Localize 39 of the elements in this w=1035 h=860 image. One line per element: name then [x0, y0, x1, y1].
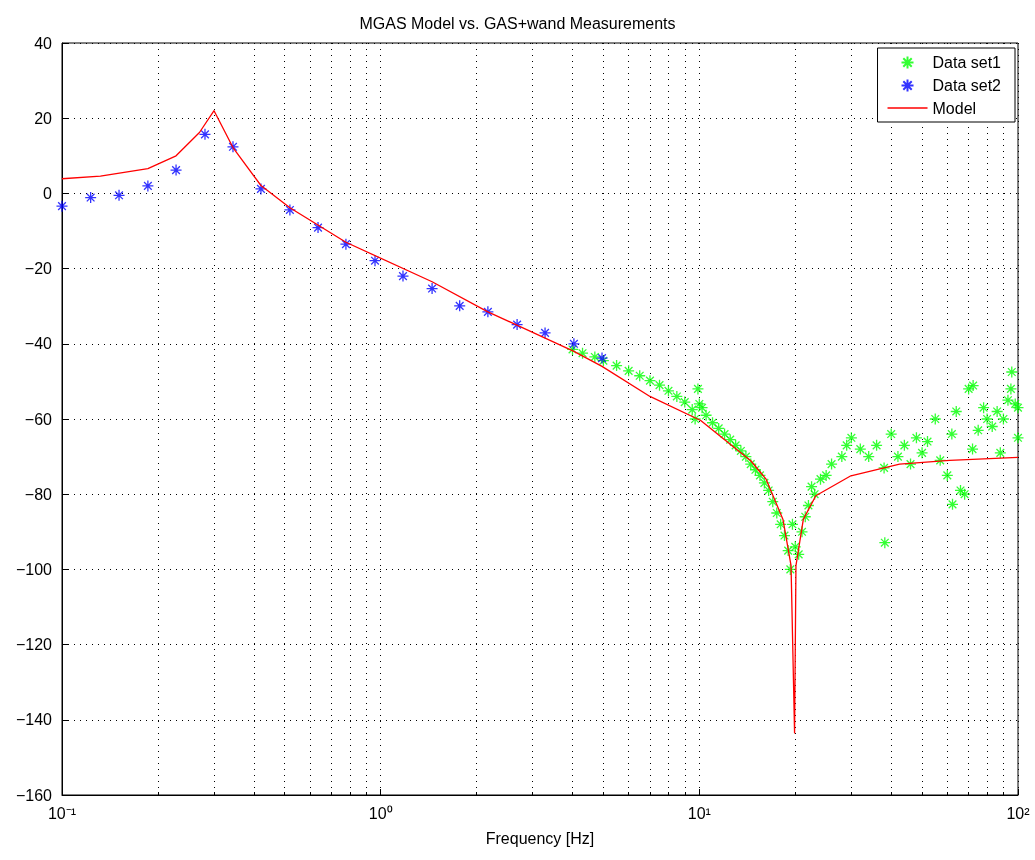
point — [112, 189, 126, 202]
point — [226, 140, 240, 153]
y-tick-label: −80 — [24, 485, 53, 503]
point — [368, 254, 382, 267]
point — [84, 191, 97, 204]
y-tick-label: −120 — [15, 636, 53, 654]
x-tick-label: 10¹ — [687, 804, 711, 822]
x-tick-label: 10⁰ — [368, 804, 393, 822]
point — [55, 200, 69, 213]
chart-title: MGAS Model vs. GAS+wand Measurements — [359, 14, 676, 32]
y-tick-label: −160 — [15, 786, 53, 804]
point — [425, 282, 439, 295]
point — [283, 203, 297, 217]
legend-label: Data set2 — [932, 77, 1002, 94]
point — [396, 269, 410, 283]
point — [198, 128, 212, 141]
point — [538, 326, 552, 340]
point — [141, 179, 155, 193]
y-tick-label: −140 — [15, 711, 53, 729]
point — [169, 163, 183, 177]
y-tick-label: 20 — [34, 109, 53, 127]
point — [339, 238, 353, 251]
point — [481, 305, 495, 318]
x-axis-title: Frequency [Hz] — [485, 829, 595, 847]
y-tick-label: −60 — [24, 410, 53, 428]
point — [453, 299, 466, 312]
point — [510, 318, 524, 331]
y-tick-label: −40 — [24, 335, 53, 353]
x-tick-label: 10² — [1006, 804, 1031, 822]
legend-label: Data set1 — [932, 54, 1002, 71]
point — [254, 182, 268, 196]
point — [567, 337, 581, 350]
y-tick-label: 0 — [43, 184, 53, 202]
legend-label: Model — [932, 99, 977, 117]
y-tick-label: −100 — [15, 560, 53, 578]
y-tick-label: −20 — [24, 260, 53, 278]
y-tick-label: 40 — [34, 34, 53, 52]
point — [311, 221, 325, 234]
x-tick-label: 10⁻¹ — [47, 804, 77, 822]
